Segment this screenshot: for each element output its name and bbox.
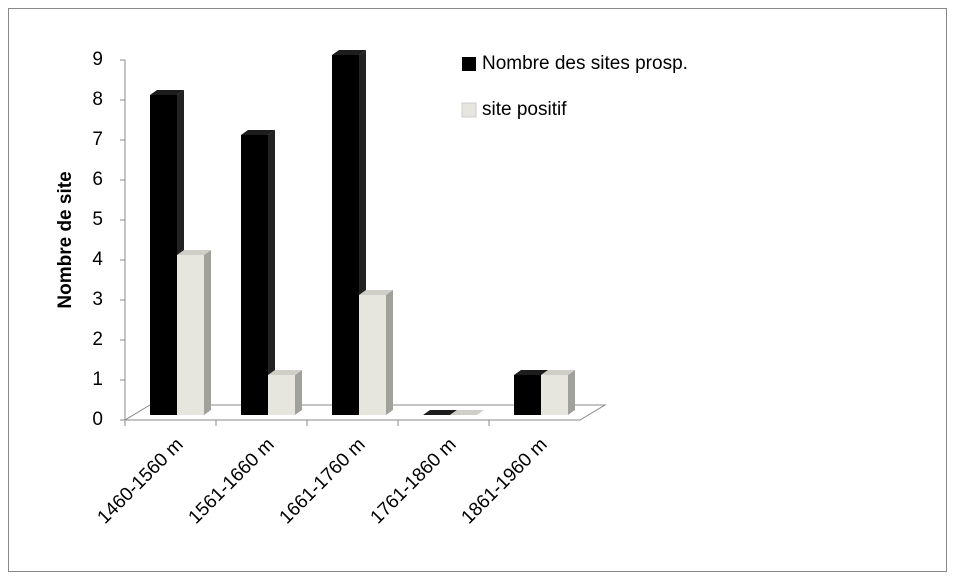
- bar-front: [268, 375, 295, 415]
- bar-side: [268, 130, 275, 415]
- bar-top: [514, 370, 548, 375]
- y-tick-label: 2: [92, 329, 103, 350]
- bar-front: [514, 375, 541, 415]
- y-tick-label: 3: [92, 289, 103, 310]
- bar-top: [541, 370, 575, 375]
- y-tick-label: 8: [92, 89, 103, 110]
- bar-side: [386, 290, 393, 415]
- bar-top: [332, 50, 366, 55]
- bar-front: [359, 295, 386, 415]
- bar: [241, 130, 275, 415]
- bar-side: [295, 370, 302, 415]
- bar-top: [450, 410, 484, 415]
- bar: [541, 370, 575, 415]
- bar: [359, 290, 393, 415]
- bar-top: [423, 410, 457, 415]
- y-tick-label: 0: [92, 409, 103, 430]
- bar-front: [241, 135, 268, 415]
- bar-front: [177, 255, 204, 415]
- bar-top: [359, 290, 393, 295]
- bar: [268, 370, 302, 415]
- bar-top: [150, 90, 184, 95]
- y-tick-label: 4: [92, 249, 103, 270]
- bar-side: [204, 250, 211, 415]
- legend-swatch: [462, 57, 476, 71]
- legend-swatch: [461, 102, 477, 118]
- y-tick-label: 7: [92, 129, 103, 150]
- bar: [177, 250, 211, 415]
- bar-side: [568, 370, 575, 415]
- bar: [423, 410, 457, 415]
- bar-top: [268, 370, 302, 375]
- y-tick-label: 6: [92, 169, 103, 190]
- legend-label: Nombre des sites prosp.: [482, 53, 688, 74]
- bar-front: [332, 55, 359, 415]
- bar-front: [150, 95, 177, 415]
- y-tick-label: 1: [92, 369, 103, 390]
- y-axis-label: Nombre de site: [55, 171, 76, 308]
- bar-top: [241, 130, 275, 135]
- y-tick-label: 5: [92, 209, 103, 230]
- bar-front: [541, 375, 568, 415]
- legend-label: site positif: [482, 99, 567, 120]
- bar-top: [177, 250, 211, 255]
- y-tick-label: 9: [92, 49, 103, 70]
- bar: [450, 410, 484, 415]
